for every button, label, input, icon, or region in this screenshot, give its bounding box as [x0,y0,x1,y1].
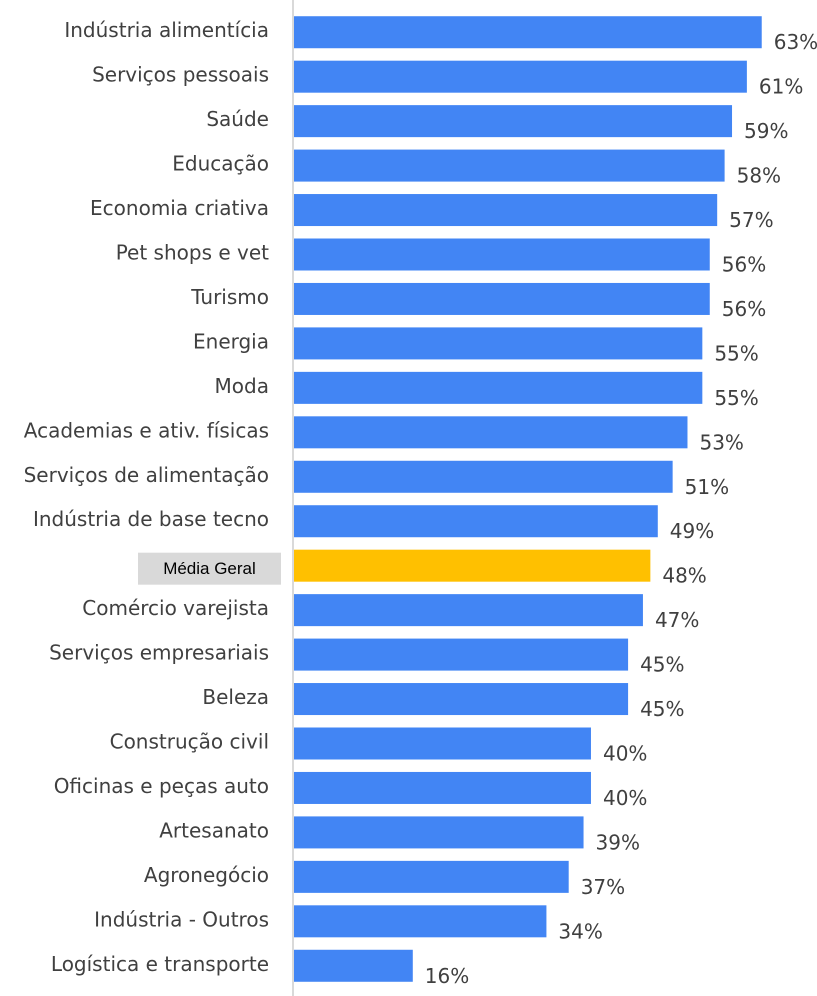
bar-industria-outros [294,905,547,938]
category-label-industria-outros: Indústria - Outros [94,907,269,931]
bar-beleza [294,683,629,716]
bars-layer [294,16,762,982]
bar-moda [294,371,703,404]
category-label-moda: Moda [215,374,269,398]
bar-servicos-empresariais [294,638,629,671]
category-label-economia-criativa: Economia criativa [90,196,269,220]
bar-economia-criativa [294,194,718,227]
bar-energia [294,327,703,360]
value-label-oficinas-e-pecas-auto: 40% [603,786,647,810]
category-label-energia: Energia [193,329,269,353]
value-label-comercio-varejista: 47% [655,608,699,632]
value-label-agronegocio: 37% [581,875,625,899]
highlight-label-background [138,552,281,585]
value-label-servicos-empresariais: 45% [640,653,684,677]
value-label-academias-e-ativ-fisicas: 53% [699,430,743,454]
category-labels-layer: Indústria alimentícia Serviços pessoais Sa… [24,18,281,976]
value-label-servicos-de-alimentacao: 51% [685,475,729,499]
value-label-educacao: 58% [737,164,781,188]
value-label-industria-alimenticia: 63% [774,30,817,54]
category-label-oficinas-e-pecas-auto: Oficinas e peças auto [54,774,269,798]
value-label-beleza: 45% [640,697,684,721]
category-label-comercio-varejista: Comércio varejista [82,596,269,620]
bar-servicos-pessoais [294,60,747,93]
value-label-media-geral: 48% [662,564,706,588]
category-label-agronegocio: Agronegócio [144,863,269,887]
bar-logistica-e-transporte [294,949,413,982]
value-label-economia-criativa: 57% [729,208,773,232]
bar-media-geral [294,549,651,582]
value-label-artesanato: 39% [596,830,640,854]
bar-academias-e-ativ-fisicas [294,416,688,449]
category-label-turismo: Turismo [190,285,269,309]
bar-pet-shops-e-vet [294,238,710,271]
value-label-industria-de-base-tecno: 49% [670,519,714,543]
highlight-label-group: Média Geral [138,552,281,585]
value-label-servicos-pessoais: 61% [759,75,803,99]
bar-artesanato [294,816,584,849]
category-label-educacao: Educação [172,152,269,176]
category-label-media-geral: Média Geral [163,559,256,578]
category-label-construcao-civil: Construção civil [110,730,269,754]
category-label-logistica-e-transporte: Logística e transporte [51,952,269,976]
bar-educacao [294,149,725,182]
category-label-servicos-de-alimentacao: Serviços de alimentação [24,463,269,487]
bar-industria-alimenticia [294,16,762,49]
category-label-artesanato: Artesanato [159,818,269,842]
value-label-saude: 59% [744,119,788,143]
category-label-industria-de-base-tecno: Indústria de base tecno [33,507,269,531]
value-label-moda: 55% [714,386,758,410]
bar-turismo [294,282,710,315]
value-label-pet-shops-e-vet: 56% [722,253,766,277]
category-label-servicos-empresariais: Serviços empresariais [49,641,269,665]
bar-oficinas-e-pecas-auto [294,771,591,804]
bar-comercio-varejista [294,594,643,627]
bar-agronegocio [294,860,569,893]
category-label-servicos-pessoais: Serviços pessoais [92,63,269,87]
value-label-industria-outros: 34% [558,919,602,943]
bar-saude [294,105,733,138]
category-label-pet-shops-e-vet: Pet shops e vet [116,241,269,265]
category-label-academias-e-ativ-fisicas: Academias e ativ. físicas [24,418,269,442]
category-label-industria-alimenticia: Indústria alimentícia [64,18,269,42]
value-label-logistica-e-transporte: 16% [425,964,469,988]
bar-industria-de-base-tecno [294,505,658,538]
value-label-construcao-civil: 40% [603,742,647,766]
category-label-saude: Saúde [206,107,269,131]
category-label-beleza: Beleza [202,685,269,709]
value-label-turismo: 56% [722,297,766,321]
bar-construcao-civil [294,727,591,760]
bar-servicos-de-alimentacao [294,460,673,493]
value-labels-layer: 63% 61% 59% 58% 57% 56% 56% 55% 55% 53% 51% 49% 48% 4… [425,30,817,988]
value-label-energia: 55% [714,341,758,365]
